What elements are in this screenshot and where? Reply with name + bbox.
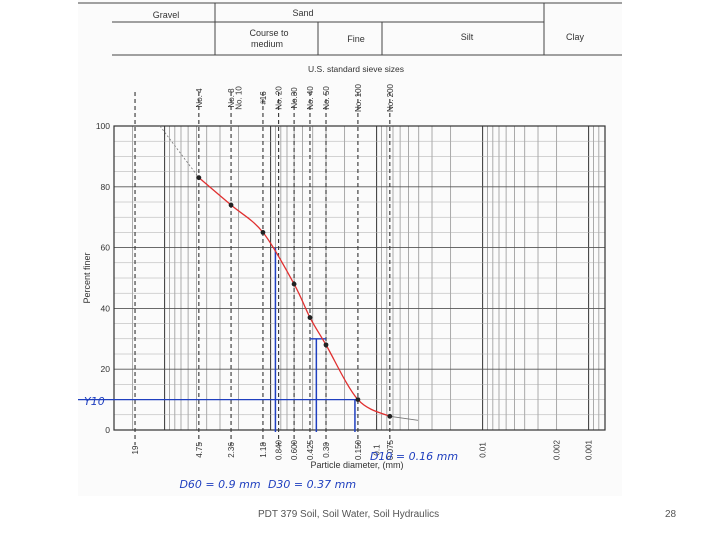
- silt-label: Silt: [461, 32, 474, 42]
- diameter-annotations: [78, 125, 419, 432]
- x-tick-label: 0.001: [585, 439, 594, 460]
- d-value-label: D10 = 0.16 mm: [370, 450, 458, 463]
- sieve-label: #16: [259, 91, 268, 105]
- data-point: [307, 315, 313, 320]
- x-tick-label: 0.425: [306, 439, 315, 460]
- data-point: [387, 413, 393, 419]
- sieve-axis-title: U.S. standard sieve sizes: [308, 64, 404, 74]
- sieve-label: No. 200: [386, 83, 395, 112]
- x-tick-label: 2.36: [227, 442, 236, 458]
- data-point: [196, 175, 202, 181]
- y-tick-label: 80: [101, 182, 111, 192]
- grain-size-curve: [198, 177, 391, 417]
- x-tick-label: 0.01: [479, 442, 488, 458]
- x-tick-label: 0.075: [386, 439, 395, 460]
- sieve-label: No. 50: [322, 86, 331, 110]
- x-tick-label: 0.150: [354, 439, 363, 460]
- page-number: 28: [665, 509, 677, 520]
- d-value-label: D30 = 0.37 mm: [268, 478, 356, 491]
- coarse-to-medium-label: Course to medium: [249, 28, 288, 49]
- gravel-label: Gravel: [153, 10, 180, 20]
- y-tick-label: 0: [105, 425, 110, 435]
- d-value-label: D60 = 0.9 mm: [179, 478, 260, 491]
- plot-grid: [113, 125, 606, 431]
- d-value-labels: D60 = 0.9 mm D30 = 0.37 mm D10 = 0.16 mm: [179, 450, 458, 491]
- grain-size-distribution-chart: Gravel Sand Course to medium Fine Silt Cl…: [78, 0, 622, 496]
- x-tick-label: 19: [131, 445, 140, 454]
- x-tick-label: 1.18: [259, 442, 268, 458]
- data-point: [323, 342, 329, 348]
- data-point: [228, 202, 234, 208]
- x-tick-label: 0.840: [275, 439, 284, 460]
- sieve-dashed-lines: [134, 92, 391, 445]
- soil-classification-table: [78, 2, 622, 56]
- x-tick-label: 0.600: [290, 439, 299, 460]
- data-point: [355, 397, 361, 402]
- y-tick-label: 60: [101, 243, 111, 253]
- fine-sand-label: Fine: [347, 34, 365, 44]
- clay-label: Clay: [566, 32, 585, 42]
- x-tick-label: 0.1: [373, 444, 382, 456]
- x-tick-label: 0.002: [553, 439, 562, 460]
- x-axis-label: Particle diameter, (mm): [310, 460, 403, 470]
- sieve-label: No.30: [290, 87, 299, 109]
- y-tick-label: 20: [101, 364, 111, 374]
- data-points: [196, 175, 393, 419]
- sieve-label: No. 8: [227, 88, 236, 108]
- curve-extension: [159, 125, 200, 178]
- y10-label: Y10: [84, 395, 105, 408]
- sand-label: Sand: [292, 8, 313, 18]
- x-tick-label: 4.75: [195, 442, 204, 458]
- sieve-label: No. 20: [275, 86, 284, 110]
- sieve-label: No. 40: [306, 86, 315, 110]
- y-axis-ticks: 0 20 40 60 80 100: [96, 121, 110, 435]
- x-axis-ticks: 19 4.75 2.36 1.18 0.840 0.600 0.425 0.30 0.150 0.…: [131, 439, 594, 460]
- data-point: [260, 230, 266, 235]
- curve-tail: [389, 415, 419, 421]
- y-tick-label: 40: [101, 303, 111, 313]
- sieve-label: No. 10: [235, 86, 244, 110]
- y-tick-label: 100: [96, 121, 110, 131]
- x-tick-label: 0.30: [322, 442, 331, 458]
- plot-area-frame: [113, 125, 606, 431]
- data-point: [291, 281, 297, 287]
- footer-course-title: PDT 379 Soil, Soil Water, Soil Hydraulic…: [258, 509, 440, 520]
- sieve-labels: No. 4 No. 8No. 10 #16 No. 20 No.30 No. 40 No. …: [195, 83, 395, 112]
- sieve-label: No. 4: [195, 88, 204, 108]
- y-axis-label: Percent finer: [82, 252, 92, 303]
- sieve-label: No. 100: [354, 83, 363, 112]
